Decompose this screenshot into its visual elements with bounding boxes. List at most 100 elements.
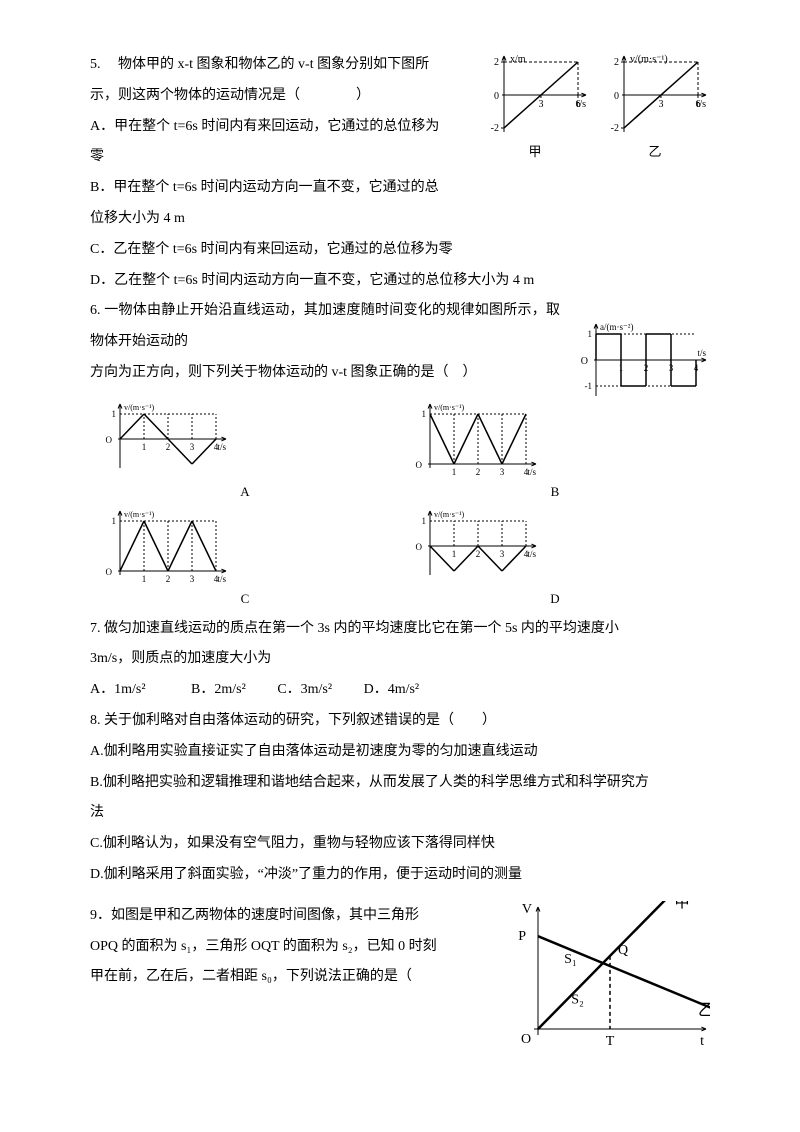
svg-text:a/(m·s⁻²): a/(m·s⁻²): [600, 322, 633, 332]
q5-opt-b1: B．甲在整个 t=6s 时间内运动方向一直不变，它通过的总: [90, 173, 710, 204]
svg-text:1: 1: [112, 516, 117, 526]
q7-stem-2: 3m/s，则质点的加速度大小为: [90, 644, 710, 675]
svg-text:-2: -2: [491, 123, 499, 134]
svg-text:0: 0: [614, 91, 619, 102]
svg-text:T: T: [606, 1034, 615, 1049]
svg-text:3: 3: [659, 99, 664, 110]
q5-graph-yi-wrap: v/(m·s⁻¹)t/s-22036 乙: [600, 50, 710, 167]
svg-text:2: 2: [494, 57, 499, 68]
q6-opt-a-cap: A: [90, 478, 400, 507]
q7-opt-c: C．3m/s²: [277, 682, 332, 697]
q6-opt-b-cap: B: [400, 478, 710, 507]
svg-text:O: O: [416, 460, 423, 470]
svg-text:乙: 乙: [698, 1002, 710, 1019]
svg-text:0: 0: [494, 91, 499, 102]
svg-text:O: O: [521, 1032, 531, 1047]
svg-text:O: O: [581, 356, 588, 367]
q6-opt-a-wrap: v/(m·s⁻¹)t/s12341O A: [90, 400, 400, 507]
q6-opt-b-wrap: v/(m·s⁻¹) t/s 1 2 3 4 1 O B: [400, 400, 710, 507]
q7-options: A．1m/s² B．2m/s² C．3m/s² D．4m/s²: [90, 675, 710, 706]
q7-opt-b: B．2m/s²: [191, 682, 246, 697]
q8-opt-a: A.伽利略用实验直接证实了自由落体运动是初速度为零的匀加速直线运动: [90, 737, 710, 768]
svg-text:1: 1: [452, 549, 457, 559]
svg-text:t/s: t/s: [217, 574, 226, 584]
svg-text:v/(m·s⁻¹): v/(m·s⁻¹): [124, 510, 155, 519]
q6-options-row2: v/(m·s⁻¹) t/s 1 2 3 4 1 O C v/(m·s⁻¹) t/s 1 2 3 4 1 O …: [90, 507, 710, 614]
q5-figures: x/mt/s-22036 甲 v/(m·s⁻¹)t/s-22036 乙: [480, 50, 710, 167]
q8-stem: 8. 关于伽利略对自由落体运动的研究，下列叙述错误的是（ ）: [90, 706, 710, 737]
svg-text:t/s: t/s: [697, 348, 706, 358]
svg-text:x/m: x/m: [510, 54, 526, 65]
svg-text:t: t: [700, 1034, 704, 1049]
q5-opt-c: C．乙在整个 t=6s 时间内有来回运动，它通过的总位移为零: [90, 235, 710, 266]
svg-text:1: 1: [112, 409, 117, 419]
q8-opt-b1: B.伽利略把实验和逻辑推理和谐地结合起来，从而发展了人类的科学思维方式和科学研究…: [90, 768, 710, 799]
svg-text:1: 1: [142, 442, 147, 452]
svg-text:1: 1: [588, 329, 593, 339]
q6-a-graph-wrap: a/(m·s⁻²)t/s1234-11O: [570, 320, 710, 400]
svg-text:1: 1: [452, 467, 457, 477]
q8-opt-c: C.伽利略认为，如果没有空气阻力，重物与轻物应该下落得同样快: [90, 829, 710, 860]
q6-opt-b-graph: v/(m·s⁻¹) t/s 1 2 3 4 1 O: [400, 400, 540, 480]
q7-opt-a: A．1m/s²: [90, 682, 146, 697]
svg-text:Q: Q: [618, 943, 628, 958]
svg-text:6: 6: [696, 99, 701, 110]
q6-opt-d-wrap: v/(m·s⁻¹) t/s 1 2 3 4 1 O D: [400, 507, 710, 614]
svg-text:S₁: S₁: [564, 952, 577, 967]
q9-graph: Vt O P Q T S₁ S₂ 甲乙: [510, 901, 710, 1051]
svg-text:1: 1: [422, 409, 427, 419]
svg-text:v/(m·s⁻¹): v/(m·s⁻¹): [124, 403, 155, 412]
q5-opt-b2: 位移大小为 4 m: [90, 204, 710, 235]
svg-text:S₂: S₂: [571, 992, 584, 1007]
q6-opt-c-graph: v/(m·s⁻¹) t/s 1 2 3 4 1 O: [90, 507, 230, 587]
svg-text:t/s: t/s: [527, 549, 536, 559]
q5-caption-jia: 甲: [480, 138, 590, 167]
svg-text:t/s: t/s: [217, 442, 226, 452]
q5-graph-jia-wrap: x/mt/s-22036 甲: [480, 50, 590, 167]
svg-text:v/(m·s⁻¹): v/(m·s⁻¹): [434, 403, 465, 412]
svg-text:2: 2: [166, 574, 171, 584]
svg-text:v/(m·s⁻¹): v/(m·s⁻¹): [434, 510, 465, 519]
svg-text:3: 3: [539, 99, 544, 110]
q6-opt-d-cap: D: [400, 585, 710, 614]
svg-text:1: 1: [422, 516, 427, 526]
page: x/mt/s-22036 甲 v/(m·s⁻¹)t/s-22036 乙 5. 物…: [0, 0, 800, 1132]
svg-text:-1: -1: [585, 381, 593, 391]
q6-opt-d-graph: v/(m·s⁻¹) t/s 1 2 3 4 1 O: [400, 507, 540, 587]
svg-text:2: 2: [476, 549, 481, 559]
q6-accel-graph: a/(m·s⁻²)t/s1234-11O: [570, 320, 710, 400]
q6-options-row1: v/(m·s⁻¹) t/s 1 2 3 4 1 O A v/(m·s⁻¹) t/s 1 2 3 4 1 O …: [90, 400, 710, 507]
q5-graph-jia: x/mt/s-22036: [480, 50, 590, 140]
svg-text:O: O: [106, 567, 113, 577]
svg-text:4: 4: [524, 549, 529, 559]
svg-text:t/s: t/s: [527, 467, 536, 477]
q5-opt-d: D．乙在整个 t=6s 时间内运动方向一直不变，它通过的总位移大小为 4 m: [90, 266, 710, 297]
svg-text:4: 4: [214, 574, 219, 584]
svg-text:4: 4: [524, 467, 529, 477]
svg-text:P: P: [518, 929, 526, 944]
q6-opt-a-graph: v/(m·s⁻¹)t/s12341O: [90, 400, 230, 480]
svg-text:-2: -2: [611, 123, 619, 134]
svg-text:O: O: [416, 542, 423, 552]
svg-text:V: V: [522, 902, 532, 917]
q9-graph-wrap: Vt O P Q T S₁ S₂ 甲乙: [510, 901, 710, 1051]
svg-text:2: 2: [614, 57, 619, 68]
q8-opt-b2: 法: [90, 798, 710, 829]
svg-text:2: 2: [476, 467, 481, 477]
q7-stem-1: 7. 做匀加速直线运动的质点在第一个 3s 内的平均速度比它在第一个 5s 内的…: [90, 614, 710, 645]
svg-text:3: 3: [500, 549, 505, 559]
svg-text:O: O: [106, 435, 113, 445]
svg-text:3: 3: [190, 442, 195, 452]
svg-text:甲: 甲: [674, 901, 690, 911]
svg-text:2: 2: [166, 442, 171, 452]
q6-opt-c-wrap: v/(m·s⁻¹) t/s 1 2 3 4 1 O C: [90, 507, 400, 614]
svg-text:1: 1: [142, 574, 147, 584]
svg-text:6: 6: [576, 99, 581, 110]
svg-text:3: 3: [500, 467, 505, 477]
q7-opt-d: D．4m/s²: [364, 682, 420, 697]
q8-opt-d: D.伽利略采用了斜面实验，“冲淡”了重力的作用，便于运动时间的测量: [90, 860, 710, 891]
svg-text:3: 3: [190, 574, 195, 584]
svg-text:v/(m·s⁻¹): v/(m·s⁻¹): [630, 54, 668, 65]
q5-caption-yi: 乙: [600, 138, 710, 167]
q6-opt-c-cap: C: [90, 585, 400, 614]
